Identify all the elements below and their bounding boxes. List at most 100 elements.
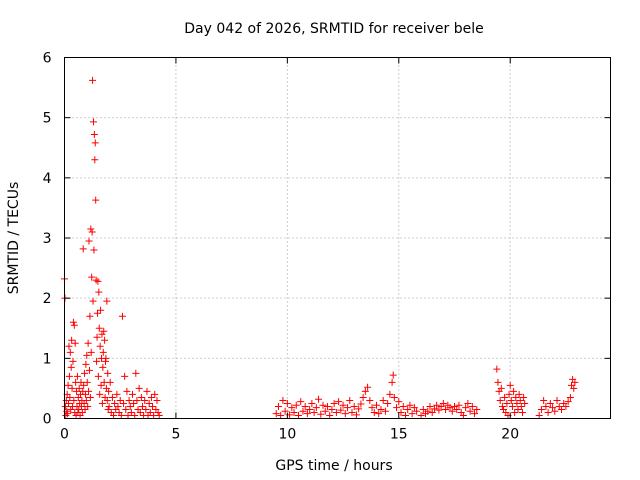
- data-point: [108, 393, 116, 401]
- data-point: [521, 399, 529, 407]
- data-point: [546, 399, 554, 407]
- data-point: [277, 411, 285, 419]
- x-tick-label: 15: [390, 427, 408, 443]
- grid-lines: [64, 57, 611, 419]
- data-point: [323, 402, 331, 410]
- data-point: [553, 396, 561, 404]
- data-point: [507, 396, 515, 404]
- data-point: [494, 378, 502, 386]
- data-point: [128, 390, 136, 398]
- data-point: [121, 372, 129, 380]
- data-point: [518, 408, 526, 416]
- data-point: [97, 381, 105, 389]
- data-point: [84, 339, 92, 347]
- data-point: [86, 393, 94, 401]
- data-point: [125, 396, 133, 404]
- data-point: [419, 405, 427, 413]
- x-axis-label: GPS time / hours: [275, 458, 392, 474]
- data-point: [364, 383, 372, 391]
- data-point: [93, 357, 101, 365]
- x-tick-label: 20: [501, 427, 519, 443]
- data-point: [103, 297, 111, 305]
- data-point: [303, 410, 311, 418]
- data-point: [511, 408, 519, 416]
- data-point: [455, 401, 463, 409]
- data-point: [355, 405, 363, 413]
- data-point: [375, 410, 383, 418]
- data-point: [155, 411, 163, 419]
- data-point: [85, 237, 93, 245]
- data-point: [93, 309, 101, 317]
- data-point: [295, 411, 302, 419]
- data-point: [377, 405, 385, 413]
- data-point: [571, 378, 579, 386]
- data-point: [410, 404, 418, 412]
- x-tick-labels: 0 5 10 15 20: [60, 427, 519, 443]
- data-point: [301, 402, 309, 410]
- data-point: [299, 407, 307, 415]
- data-point: [535, 411, 543, 419]
- data-point: [75, 384, 83, 392]
- data-point: [95, 324, 103, 332]
- data-point: [146, 408, 154, 416]
- data-point: [66, 348, 74, 356]
- data-point: [85, 387, 93, 395]
- data-point: [549, 404, 557, 412]
- y-tick-label: 3: [43, 231, 52, 247]
- data-point: [501, 393, 509, 401]
- data-point: [471, 410, 479, 418]
- data-point: [326, 411, 334, 419]
- data-point: [89, 297, 97, 305]
- data-point: [290, 408, 298, 416]
- data-point: [386, 390, 394, 398]
- data-point: [84, 402, 92, 410]
- data-point: [104, 405, 112, 413]
- data-point: [417, 411, 425, 419]
- data-point: [91, 139, 99, 147]
- data-point: [510, 387, 518, 395]
- y-axis-label: SRMTID / TECUs: [6, 182, 22, 295]
- data-point: [116, 396, 124, 404]
- data-point: [399, 402, 407, 410]
- y-tick-label: 6: [43, 51, 52, 67]
- data-point: [359, 393, 367, 401]
- data-point: [551, 407, 559, 415]
- data-point: [344, 404, 352, 412]
- data-point: [466, 407, 474, 415]
- data-point: [328, 405, 336, 413]
- data-point: [113, 390, 121, 398]
- data-point: [90, 246, 98, 254]
- data-point: [321, 407, 329, 415]
- data-point: [473, 405, 481, 413]
- data-point: [566, 393, 574, 401]
- data-point: [105, 387, 113, 395]
- x-tick-label: 5: [171, 427, 180, 443]
- data-point: [92, 196, 100, 204]
- data-point: [92, 276, 100, 284]
- data-point: [520, 393, 528, 401]
- data-point: [79, 245, 87, 253]
- data-point: [557, 405, 565, 413]
- data-point: [147, 393, 155, 401]
- data-point: [114, 402, 122, 410]
- data-point: [94, 277, 102, 285]
- data-point: [137, 393, 145, 401]
- y-tick-label: 1: [43, 351, 52, 367]
- data-point: [65, 372, 73, 380]
- data-point: [350, 402, 358, 410]
- data-point: [366, 396, 374, 404]
- data-point: [468, 402, 476, 410]
- data-point: [96, 342, 104, 350]
- y-tick-label: 2: [43, 291, 52, 307]
- data-point: [515, 390, 523, 398]
- data-point: [306, 405, 314, 413]
- data-point: [272, 410, 280, 418]
- data-point: [136, 408, 144, 416]
- data-point: [393, 404, 401, 412]
- data-point: [493, 365, 501, 373]
- data-point: [428, 408, 436, 416]
- data-point: [292, 401, 300, 409]
- data-point: [83, 351, 91, 359]
- data-point: [132, 369, 140, 377]
